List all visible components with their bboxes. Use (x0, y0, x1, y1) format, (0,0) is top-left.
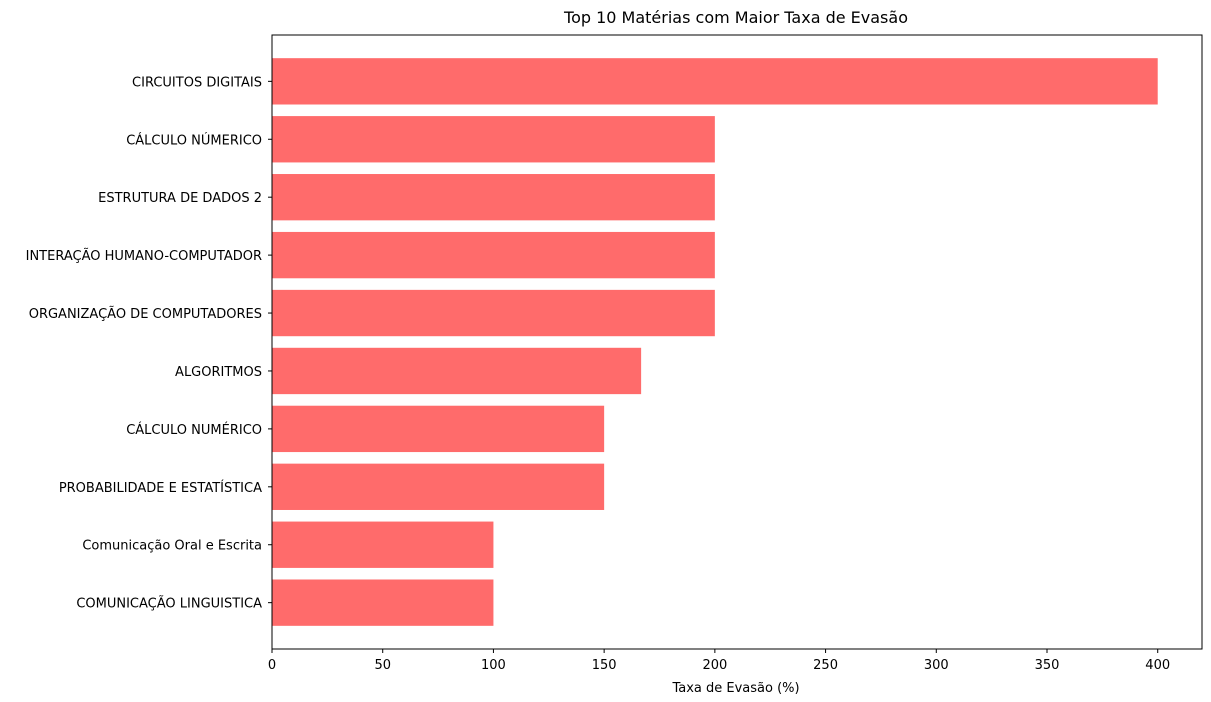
x-tick-label: 50 (374, 658, 391, 673)
y-tick-label: Comunicação Oral e Escrita (82, 539, 262, 554)
x-tick-label: 100 (481, 658, 506, 673)
y-tick-label: CIRCUITOS DIGITAIS (132, 75, 262, 90)
x-tick-label: 250 (813, 658, 838, 673)
x-tick-label: 0 (268, 658, 276, 673)
y-tick-label: COMUNICAÇÃO LINGUISTICA (76, 596, 262, 612)
bar (272, 405, 605, 453)
bar (272, 174, 715, 221)
bar (272, 116, 715, 163)
x-tick-label: 150 (592, 658, 617, 673)
chart-title: Top 10 Matérias com Maior Taxa de Evasão (563, 8, 908, 27)
x-axis-label: Taxa de Evasão (%) (671, 681, 799, 696)
x-tick-label: 200 (702, 658, 727, 673)
bar (272, 231, 715, 279)
plot-frame (271, 34, 1203, 650)
y-tick-label: CÁLCULO NÚMERICO (126, 132, 262, 148)
bar (272, 463, 605, 510)
x-axis-ticks: 0 50 100 150 200 250 300 350 400 (268, 649, 1170, 673)
bar (272, 579, 494, 626)
y-tick-label: PROBABILIDADE E ESTATÍSTICA (59, 480, 262, 496)
bar (272, 347, 642, 395)
y-tick-label: CÁLCULO NUMÉRICO (126, 422, 262, 438)
y-tick-label: ESTRUTURA DE DADOS 2 (98, 191, 262, 206)
bar (272, 521, 494, 568)
x-tick-label: 400 (1145, 658, 1170, 673)
x-tick-label: 300 (924, 658, 949, 673)
bar (272, 289, 715, 337)
bar (272, 58, 1158, 105)
y-tick-label: ALGORITMOS (175, 365, 262, 380)
x-tick-label: 350 (1035, 658, 1060, 673)
bars-group (272, 58, 1158, 626)
y-axis-ticks: CIRCUITOS DIGITAIS CÁLCULO NÚMERICO ESTRU… (26, 75, 272, 612)
y-tick-label: ORGANIZAÇÃO DE COMPUTADORES (29, 306, 262, 322)
y-tick-label: INTERAÇÃO HUMANO-COMPUTADOR (26, 248, 262, 264)
